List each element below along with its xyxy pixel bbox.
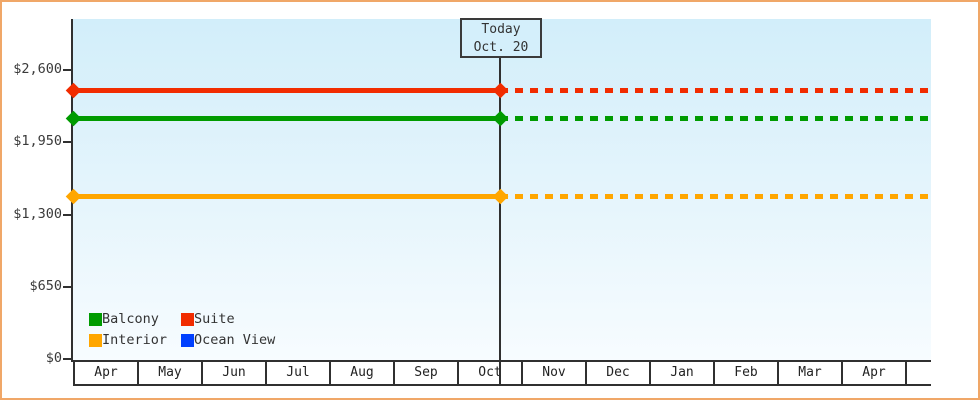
month-cell-jul: Jul: [265, 362, 329, 384]
y-tick-label: $1,300: [13, 205, 62, 222]
month-cell-feb: Feb: [713, 362, 777, 384]
y-tick-label: $0: [45, 350, 62, 366]
legend-label: Ocean View: [194, 332, 276, 348]
month-cell-apr: Apr: [841, 362, 905, 384]
month-cell-empty: [905, 362, 931, 384]
today-vertical-line: [499, 58, 501, 386]
y-tick-label: $650: [29, 277, 62, 294]
month-cell-apr: Apr: [73, 362, 137, 384]
legend-swatch-ocean-view: [181, 333, 194, 347]
month-cell-mar: Mar: [777, 362, 841, 384]
series-line-solid-suite: [73, 87, 500, 93]
y-tick-mark: [63, 213, 72, 216]
y-tick-label: $1,950: [13, 133, 62, 150]
legend-item-ocean-view: Ocean View: [181, 332, 275, 348]
y-tick-mark: [63, 69, 72, 71]
month-cell-aug: Aug: [329, 362, 393, 384]
today-date-label: Oct. 20: [473, 40, 529, 55]
month-cell-jun: Jun: [201, 362, 265, 384]
series-marker-interior: [65, 188, 81, 205]
legend-item-suite: Suite: [181, 311, 275, 327]
today-label: Today: [481, 22, 521, 37]
legend-swatch-suite: [181, 312, 194, 326]
legend-label: Interior: [102, 332, 168, 348]
y-tick-mark: [63, 141, 72, 144]
series-marker-balcony: [65, 111, 81, 127]
legend-item-balcony: Balcony: [89, 311, 181, 327]
y-tick-mark: [63, 358, 72, 360]
series-line-dashed-interior: [500, 194, 931, 200]
y-tick-mark: [63, 285, 72, 288]
series-line-solid-interior: [73, 194, 500, 200]
legend: Balcony Suite Interior Ocean View: [89, 311, 275, 348]
month-cell-oct: Oct: [457, 362, 521, 384]
x-axis-month-table: Apr May Jun Jul Aug Sep Oct Nov Dec Jan Feb Mar Apr: [73, 360, 931, 386]
series-marker-suite: [65, 82, 81, 98]
month-cell-jan: Jan: [649, 362, 713, 384]
y-tick-label: $2,600: [13, 61, 62, 77]
legend-label: Suite: [194, 311, 235, 327]
series-marker-interior: [492, 188, 508, 205]
legend-label: Balcony: [102, 311, 159, 327]
month-cell-dec: Dec: [585, 362, 649, 384]
month-cell-may: May: [137, 362, 201, 384]
series-line-dashed-suite: [500, 87, 931, 93]
series-line-solid-balcony: [73, 116, 500, 122]
series-marker-balcony: [492, 111, 508, 127]
legend-swatch-interior: [89, 333, 102, 347]
legend-swatch-balcony: [89, 312, 102, 326]
month-cell-sep: Sep: [393, 362, 457, 384]
legend-item-interior: Interior: [89, 332, 181, 348]
series-line-dashed-balcony: [500, 116, 931, 122]
series-marker-suite: [492, 82, 508, 98]
today-marker-box: Today Oct. 20: [460, 18, 542, 58]
month-cell-nov: Nov: [521, 362, 585, 384]
